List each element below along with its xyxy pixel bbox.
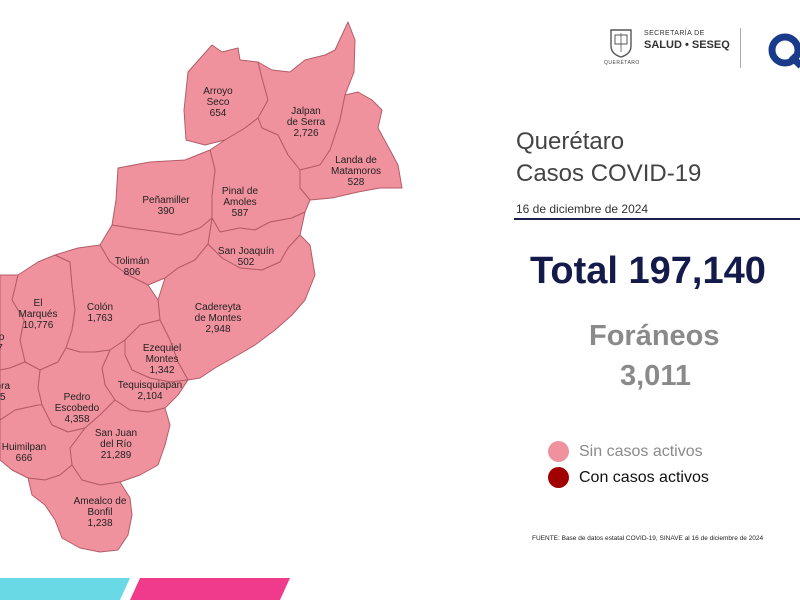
header-logos: QUERÉTARO SECRETARÍA DE SALUD • SESEQ <box>600 26 800 76</box>
municipality-cases: 502 <box>238 257 255 268</box>
municipality-cases: 528 <box>348 177 365 188</box>
municipality-name: ro <box>0 332 5 343</box>
legend-red-dot <box>548 467 569 488</box>
covid-title: Casos COVID-19 <box>516 160 702 187</box>
municipality-label: Tequisquiapan 2,104 <box>118 380 183 402</box>
municipality-name: Peñamiller <box>142 195 190 206</box>
municipality-cases: 666 <box>16 453 33 464</box>
seal-caption: QUERÉTARO <box>604 60 640 66</box>
municipality-cases: 587 <box>232 208 249 219</box>
municipality-label: Peñamiller 390 <box>142 195 190 217</box>
municipality-cases: 1,342 <box>149 365 174 376</box>
municipality-cases: 390 <box>158 206 175 217</box>
legend-pink-dot <box>548 441 569 462</box>
municipality-label: Landa de Matamoros 528 <box>331 155 381 188</box>
municipality-amealco[interactable] <box>27 464 133 553</box>
municipality-cases: 1,238 <box>87 518 112 529</box>
logo-divider <box>740 28 741 68</box>
municipality-name: Colón <box>87 302 113 313</box>
legend-sin-casos-label: Sin casos activos <box>579 443 703 460</box>
municipality-label: Colón 1,763 <box>87 302 113 324</box>
salud-seseq-label: SALUD • SESEQ <box>644 39 730 51</box>
municipality-name: San Juan <box>95 428 137 439</box>
municipality-name: El <box>34 298 43 309</box>
municipality-name: de Montes <box>195 313 242 324</box>
state-title: Querétaro <box>516 128 625 155</box>
municipality-label: Pedro Escobedo 4,358 <box>55 392 100 425</box>
municipality-name: Bonfil <box>87 507 112 518</box>
municipality-cases: 2,726 <box>293 128 318 139</box>
municipality-label: El Marqués 10,776 <box>19 298 58 331</box>
municipality-landa[interactable] <box>299 91 403 201</box>
municipality-name: dora <box>0 381 10 392</box>
state-seal-icon <box>610 29 632 58</box>
municipality-name: Tolimán <box>115 256 149 267</box>
municipality-label: San Juan del Río 21,289 <box>95 428 137 461</box>
municipality-name: del Río <box>100 439 132 450</box>
municipality-name: Pinal de <box>222 186 259 197</box>
municipality-corregidora[interactable] <box>0 361 43 421</box>
municipality-cases: 2,948 <box>205 324 230 335</box>
municipality-label: dora05 <box>0 381 10 403</box>
municipality-name: Huimilpan <box>2 442 46 453</box>
municipality-penamiller[interactable] <box>111 149 216 236</box>
foraneos-value: 3,011 <box>620 360 691 392</box>
municipality-cases: 2,104 <box>137 391 162 402</box>
municipality-cases: 7 <box>0 343 3 354</box>
municipality-label: Cadereyta de Montes 2,948 <box>195 302 242 335</box>
municipality-name: Landa de <box>335 155 377 166</box>
municipality-label: Huimilpan 666 <box>2 442 46 464</box>
municipality-cases: 1,763 <box>87 313 112 324</box>
municipality-name: Marqués <box>19 309 58 320</box>
report-date: 16 de diciembre de 2024 <box>516 202 649 216</box>
total-cases: Total 197,140 <box>530 250 766 292</box>
municipality-name: Amoles <box>223 197 256 208</box>
municipality-cases: 05 <box>0 392 6 403</box>
municipality-label: Amealco de Bonfil 1,238 <box>74 496 127 529</box>
municipality-label: ro7 <box>0 332 5 354</box>
secretaria-label: SECRETARÍA DE <box>644 30 705 37</box>
municipality-label: Ezequiel Montes 1,342 <box>143 343 181 376</box>
municipality-name: Cadereyta <box>195 302 242 313</box>
source-note: FUENTE: Base de datos estatal COVID-19, … <box>532 535 764 542</box>
municipality-name: Ezequiel <box>143 343 181 354</box>
municipality-cases: 654 <box>210 108 227 119</box>
legend-con-casos-label: Con casos activos <box>579 469 709 486</box>
municipality-name: Seco <box>207 97 230 108</box>
municipality-label: Tolimán 806 <box>115 256 149 278</box>
municipality-name: Pedro <box>64 392 91 403</box>
municipality-name: Tequisquiapan <box>118 380 183 391</box>
municipality-name: de Serra <box>287 117 326 128</box>
municipality-label: San Joaquín 502 <box>218 246 274 268</box>
municipality-label: Pinal de Amoles 587 <box>222 186 259 219</box>
municipality-name: Jalpan <box>291 106 320 117</box>
title-rule <box>514 218 800 220</box>
municipality-name: Amealco de <box>74 496 127 507</box>
municipality-name: Arroyo <box>203 86 233 97</box>
municipality-cases: 4,358 <box>64 414 89 425</box>
foraneos-label: Foráneos <box>589 320 720 352</box>
municipality-name: Escobedo <box>55 403 100 414</box>
municipality-cases: 10,776 <box>23 320 54 331</box>
bottom-decoration <box>0 578 290 600</box>
municipality-label: Jalpan de Serra 2,726 <box>287 106 326 139</box>
municipality-label: Arroyo Seco 654 <box>203 86 233 119</box>
q-logo-icon <box>768 33 800 69</box>
municipality-cases: 806 <box>124 267 141 278</box>
municipality-name: Matamoros <box>331 166 381 177</box>
municipality-name: San Joaquín <box>218 246 274 257</box>
municipality-name: Montes <box>146 354 179 365</box>
municipality-cases: 21,289 <box>101 450 132 461</box>
